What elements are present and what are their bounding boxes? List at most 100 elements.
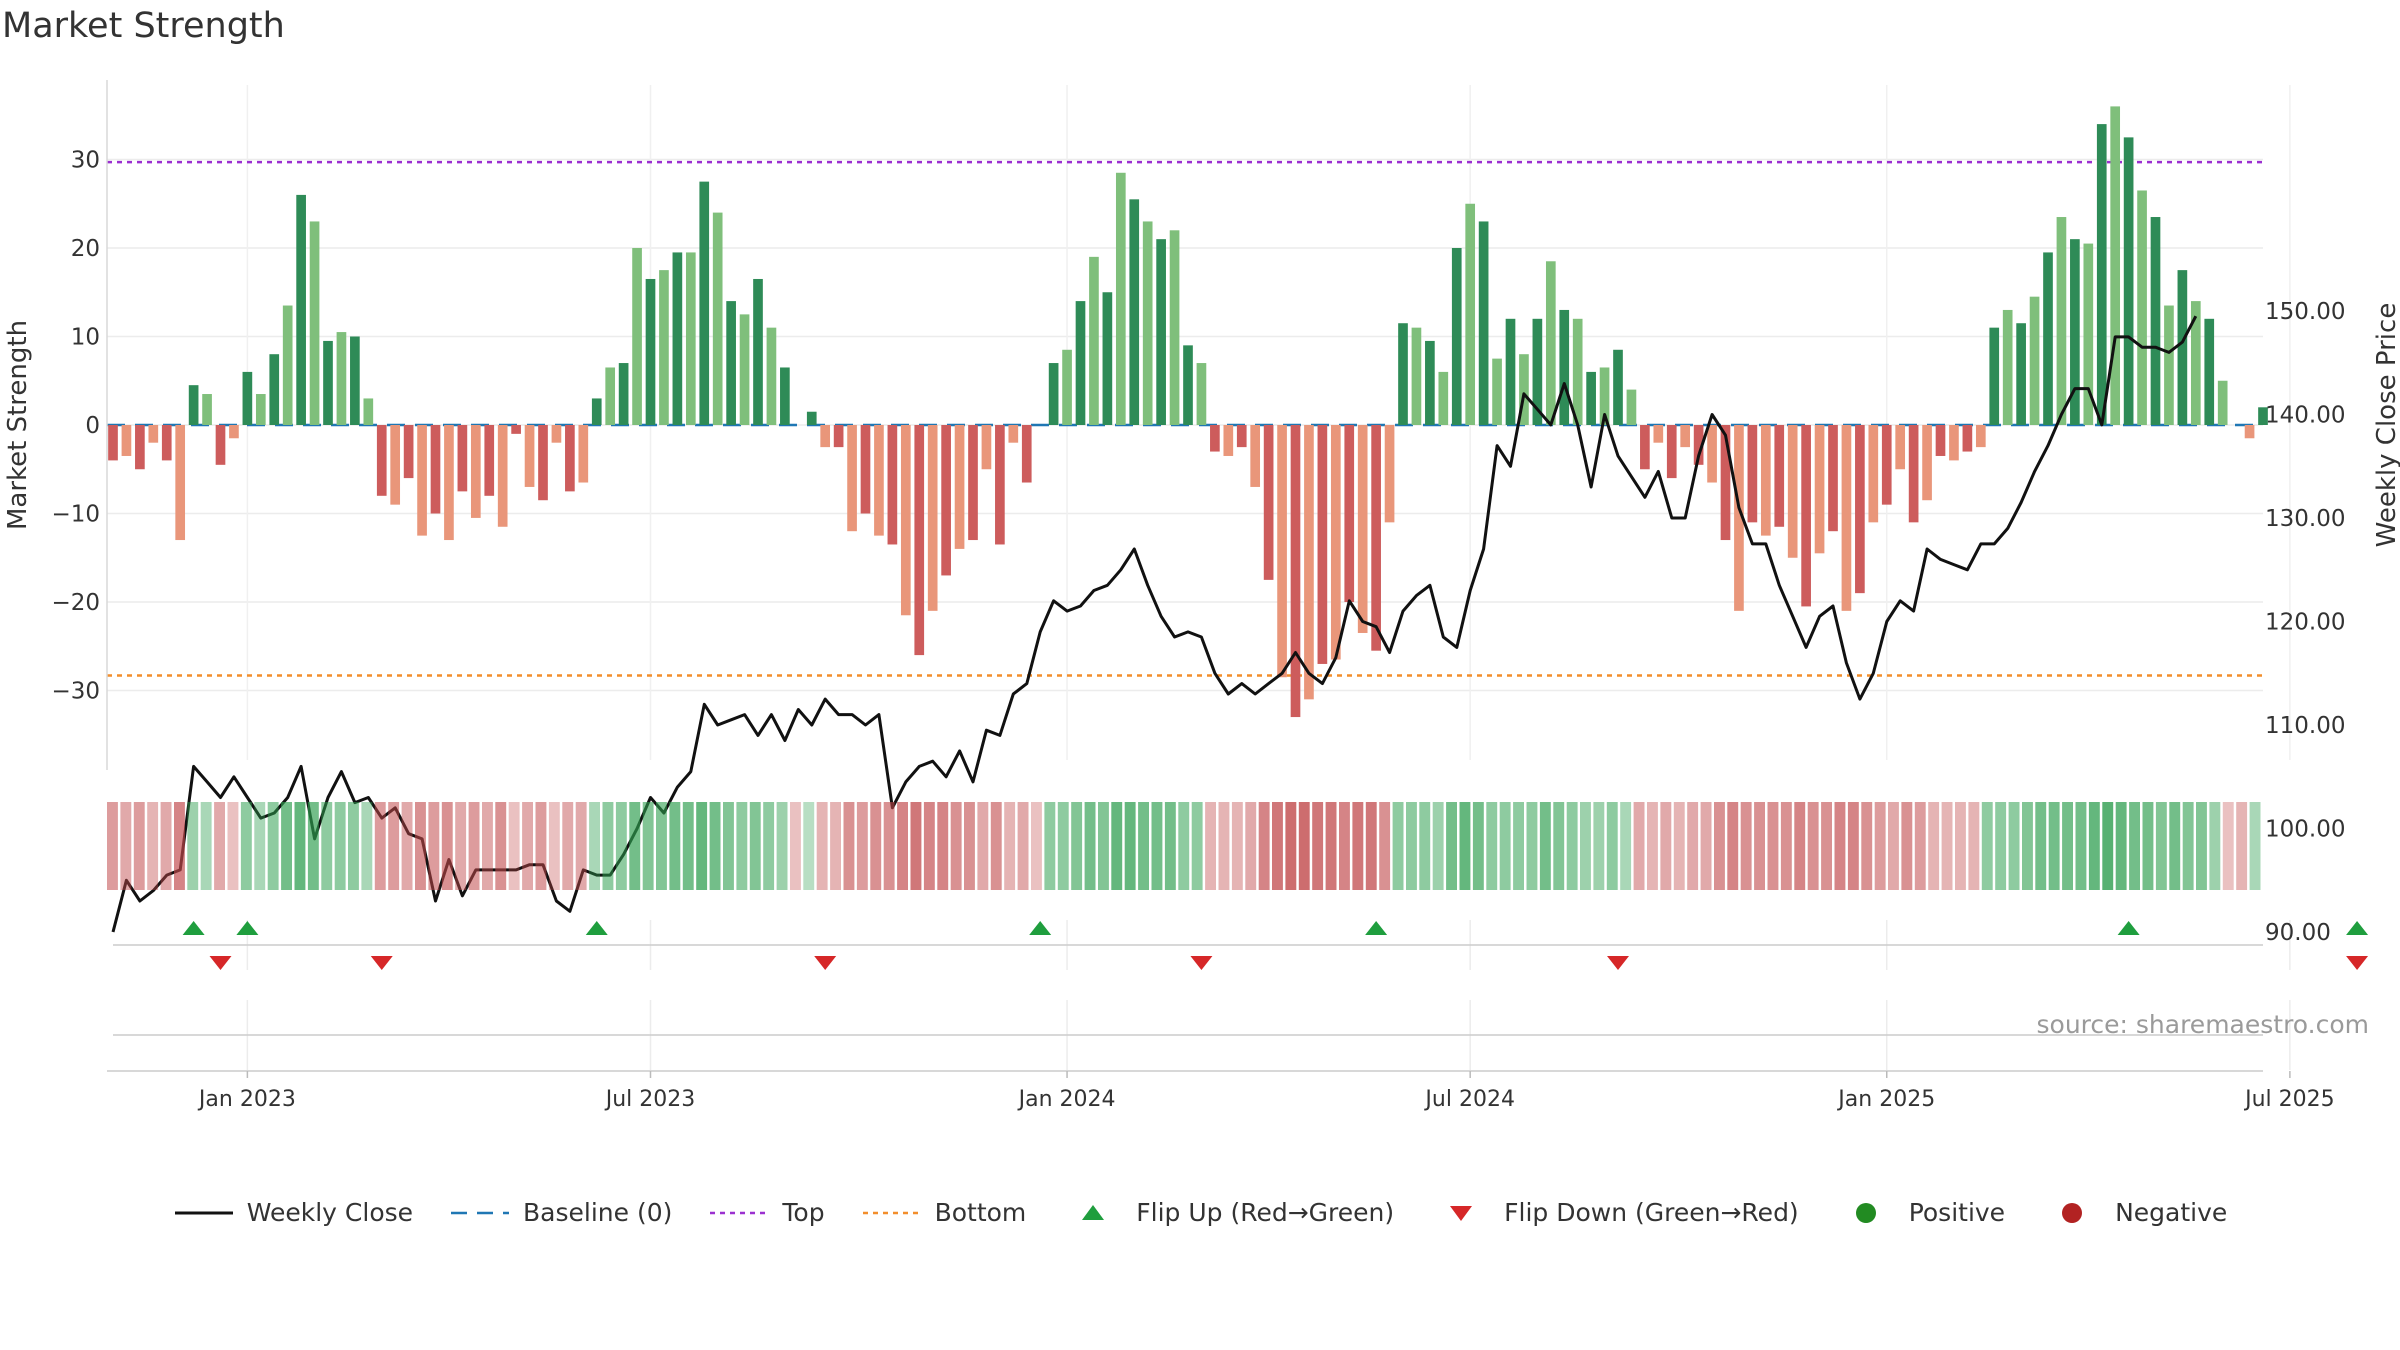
strip-cell — [1178, 802, 1190, 890]
strength-bar — [430, 425, 441, 514]
strength-bar — [618, 363, 629, 425]
strip-cell — [1968, 802, 1980, 890]
strip-cell — [562, 802, 574, 890]
strength-bar — [2083, 243, 2094, 425]
strength-bar — [1962, 425, 1973, 452]
strength-bar — [2029, 296, 2040, 425]
x-tick-label: Jan 2023 — [197, 1087, 296, 1112]
strength-bar — [1734, 425, 1744, 611]
strength-bar — [1572, 318, 1583, 425]
strength-bar — [712, 212, 723, 425]
strip-cell — [1874, 802, 1886, 890]
strip-cell — [1593, 802, 1605, 890]
strength-bar — [1774, 425, 1785, 527]
strip-cell — [2062, 802, 2073, 890]
strength-bar — [1183, 345, 1193, 425]
strip-cell — [1339, 802, 1350, 890]
strength-bar — [1505, 318, 1516, 425]
strip-cell — [1098, 802, 1109, 890]
strength-bar — [820, 425, 831, 448]
strength-bar — [1801, 425, 1811, 607]
y-tick-label: 0 — [85, 413, 100, 439]
y2-tick-label: 90.00 — [2265, 920, 2331, 946]
strength-bar — [1653, 425, 1664, 443]
strength-bar — [1075, 301, 1086, 425]
strip-cell — [1017, 802, 1029, 890]
flip-down-marker — [1607, 956, 1629, 970]
strength-bar — [121, 425, 132, 456]
strength-bar — [2258, 407, 2268, 425]
strip-cell — [294, 802, 306, 890]
legend-label: Positive — [1908, 1198, 2006, 1227]
strength-bar — [981, 425, 992, 470]
legend-item-line: Weekly Close — [173, 1198, 413, 1227]
strength-bar — [175, 425, 186, 541]
legend-item-bottom: Bottom — [861, 1198, 1026, 1227]
strip-cell — [1084, 802, 1096, 890]
strip-cell — [1566, 802, 1578, 890]
legend-swatch-baseline — [451, 1211, 510, 1214]
strip-cell — [1406, 802, 1417, 890]
strength-bar — [1371, 425, 1381, 651]
strip-cell — [1486, 802, 1498, 890]
strength-bar — [1626, 389, 1637, 425]
strength-bar — [1478, 221, 1489, 425]
strip-cell — [334, 802, 346, 890]
strip-cell — [1847, 802, 1859, 890]
y2-tick-label: 100.00 — [2265, 817, 2345, 843]
strip-cell — [1111, 802, 1123, 890]
strength-bar — [1357, 425, 1368, 633]
strip-cell — [1914, 802, 1926, 890]
strength-bar — [860, 425, 871, 514]
strip-cell — [2048, 802, 2060, 890]
strip-cell — [736, 802, 748, 890]
strength-bar — [1344, 425, 1355, 602]
strength-bar — [1129, 199, 1140, 425]
strength-bar — [148, 425, 159, 443]
strip-cell — [307, 802, 319, 890]
strip-cell — [495, 802, 507, 890]
y2-axis-label: Weekly Close Price — [2372, 303, 2400, 548]
legend-swatch-neg — [2062, 1202, 2083, 1223]
legend-item-down: Flip Down (Green→Red) — [1430, 1198, 1799, 1227]
strength-bar — [524, 425, 535, 487]
strip-cell — [1164, 802, 1176, 890]
strip-cell — [1071, 802, 1083, 890]
strength-bar — [1021, 425, 1032, 483]
strength-bar — [2002, 309, 2013, 425]
strip-cell — [107, 802, 118, 890]
strip-cell — [990, 802, 1002, 890]
strip-cell — [1807, 802, 1819, 890]
strip-cell — [870, 802, 882, 890]
strength-bar — [1492, 358, 1502, 425]
strength-bar — [874, 425, 884, 536]
strip-cell — [1754, 802, 1765, 890]
flip-markers — [113, 921, 2369, 970]
x-tick-label: Jul 2023 — [604, 1087, 696, 1112]
strength-bar — [739, 314, 750, 425]
strength-bar — [780, 367, 790, 425]
strength-bar — [685, 252, 696, 425]
legend-swatch-top — [710, 1211, 769, 1214]
strength-bar — [726, 301, 736, 425]
strength-bar — [1586, 371, 1596, 425]
strip-cell — [240, 802, 252, 890]
strip-cell — [615, 802, 627, 890]
strip-cell — [964, 802, 975, 890]
strength-bar — [766, 327, 777, 425]
flip-up-marker — [182, 921, 205, 935]
strength-bar — [954, 425, 965, 549]
strip-cell — [1272, 802, 1283, 890]
strip-cell — [441, 802, 453, 890]
strength-bar — [1949, 425, 1959, 461]
strip-cell — [723, 802, 734, 890]
strip-cell — [428, 802, 440, 890]
strip-cell — [1526, 802, 1538, 890]
strength-bar — [444, 425, 454, 541]
legend-swatch-up — [1082, 1204, 1105, 1220]
strip-cell — [2022, 802, 2033, 890]
strip-cell — [1472, 802, 1484, 890]
strip-cell — [575, 802, 587, 890]
strength-bar — [1304, 425, 1314, 700]
strip-cell — [1392, 802, 1404, 890]
